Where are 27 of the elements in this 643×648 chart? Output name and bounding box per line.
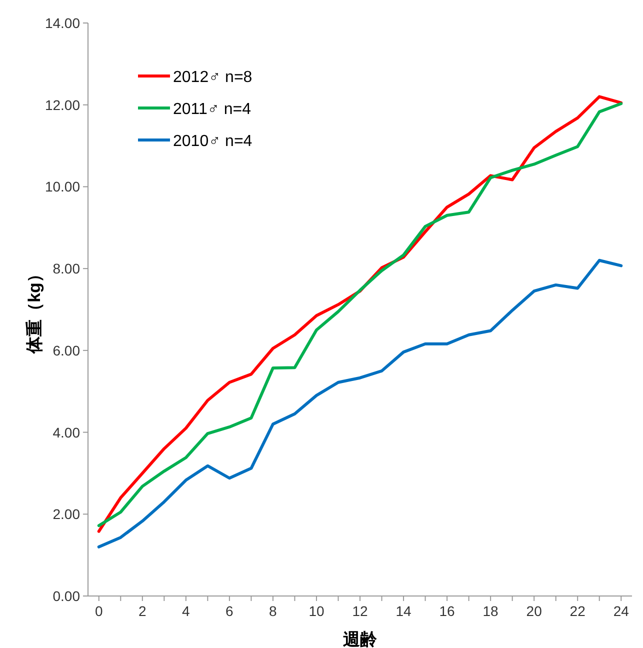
y-tick-label: 6.00 — [52, 342, 80, 358]
y-tick-label: 2.00 — [52, 506, 80, 522]
y-tick-label: 10.00 — [44, 178, 80, 195]
y-tick-label: 4.00 — [52, 424, 80, 440]
x-tick-label: 6 — [226, 603, 234, 619]
x-tick-label: 4 — [182, 603, 190, 619]
x-tick-label: 18 — [482, 603, 499, 619]
x-tick-label: 2 — [138, 603, 146, 619]
legend-label: 2011♂ n=4 — [173, 101, 252, 118]
x-tick-label: 10 — [308, 603, 324, 619]
y-axis-title: 体重（kg） — [25, 266, 44, 354]
y-tick-label: 14.00 — [44, 15, 80, 31]
legend-label: 2010♂ n=4 — [173, 133, 252, 150]
x-tick-label: 14 — [396, 603, 412, 619]
x-tick-label: 8 — [269, 603, 278, 619]
x-axis-title: 週齢 — [342, 630, 378, 648]
legend-label: 2012♂ n=8 — [173, 69, 252, 86]
x-tick-label: 16 — [439, 603, 456, 619]
x-tick-label: 12 — [352, 603, 368, 619]
y-tick-label: 8.00 — [52, 260, 80, 277]
x-tick-label: 20 — [526, 603, 542, 619]
y-tick-label: 0.00 — [52, 588, 80, 604]
line-series — [97, 258, 623, 548]
x-tick-label: 24 — [613, 603, 630, 619]
x-tick-label: 0 — [94, 603, 103, 619]
y-tick-label: 12.00 — [44, 96, 80, 113]
x-tick-label: 22 — [570, 603, 586, 619]
